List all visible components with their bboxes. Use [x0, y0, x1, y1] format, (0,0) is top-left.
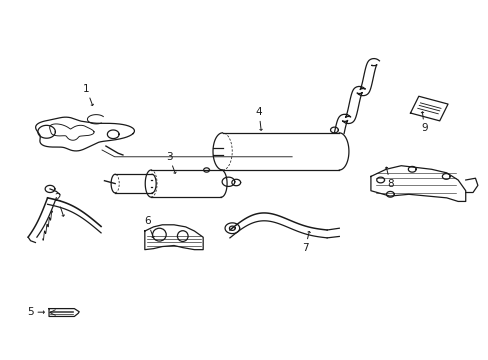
Text: 5: 5 [27, 307, 44, 317]
Text: 7: 7 [302, 231, 310, 253]
Text: 6: 6 [143, 216, 154, 238]
Text: 4: 4 [255, 107, 262, 130]
Text: 3: 3 [165, 152, 176, 173]
Text: 8: 8 [385, 167, 393, 189]
Text: 1: 1 [83, 84, 93, 105]
Text: 2: 2 [54, 193, 64, 216]
Text: 9: 9 [420, 112, 427, 133]
